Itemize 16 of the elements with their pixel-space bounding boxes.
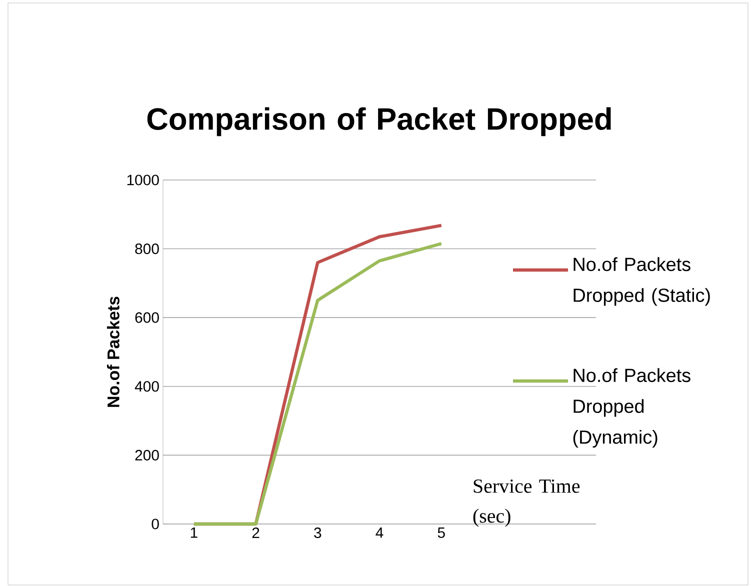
y-tick-label: 600: [135, 312, 159, 323]
x-tick-label: 3: [314, 528, 322, 538]
y-tick-label: 0: [152, 518, 159, 530]
x-tick-label: 2: [252, 528, 260, 538]
x-tick-label: 5: [438, 528, 445, 538]
legend-label: No.of Packets Dropped (Static): [574, 257, 710, 306]
y-tick-label: 1000: [127, 174, 159, 186]
x-axis-title: Service Time (sec): [473, 479, 580, 527]
x-tick-label: 4: [376, 528, 384, 538]
x-tick-label: 1: [190, 528, 198, 538]
legend-label: No.of Packets Dropped (Dynamic): [573, 368, 690, 448]
y-axis-title: No.of Packets: [106, 296, 120, 407]
y-tick-label: 400: [134, 381, 159, 392]
chart-title: Comparison of Packet Dropped: [147, 107, 611, 136]
y-tick-label: 800: [135, 243, 159, 254]
y-tick-label: 200: [135, 450, 159, 460]
